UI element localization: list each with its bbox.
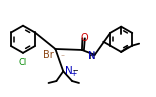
Text: Br: Br	[43, 50, 54, 60]
Text: Cl: Cl	[19, 58, 27, 67]
Text: N: N	[88, 51, 95, 61]
Text: N: N	[65, 66, 73, 76]
Text: ⁻: ⁻	[60, 52, 64, 61]
Text: ‒: ‒	[73, 66, 78, 75]
Text: H: H	[89, 52, 95, 61]
Text: O: O	[80, 33, 88, 43]
Text: +: +	[70, 69, 76, 78]
